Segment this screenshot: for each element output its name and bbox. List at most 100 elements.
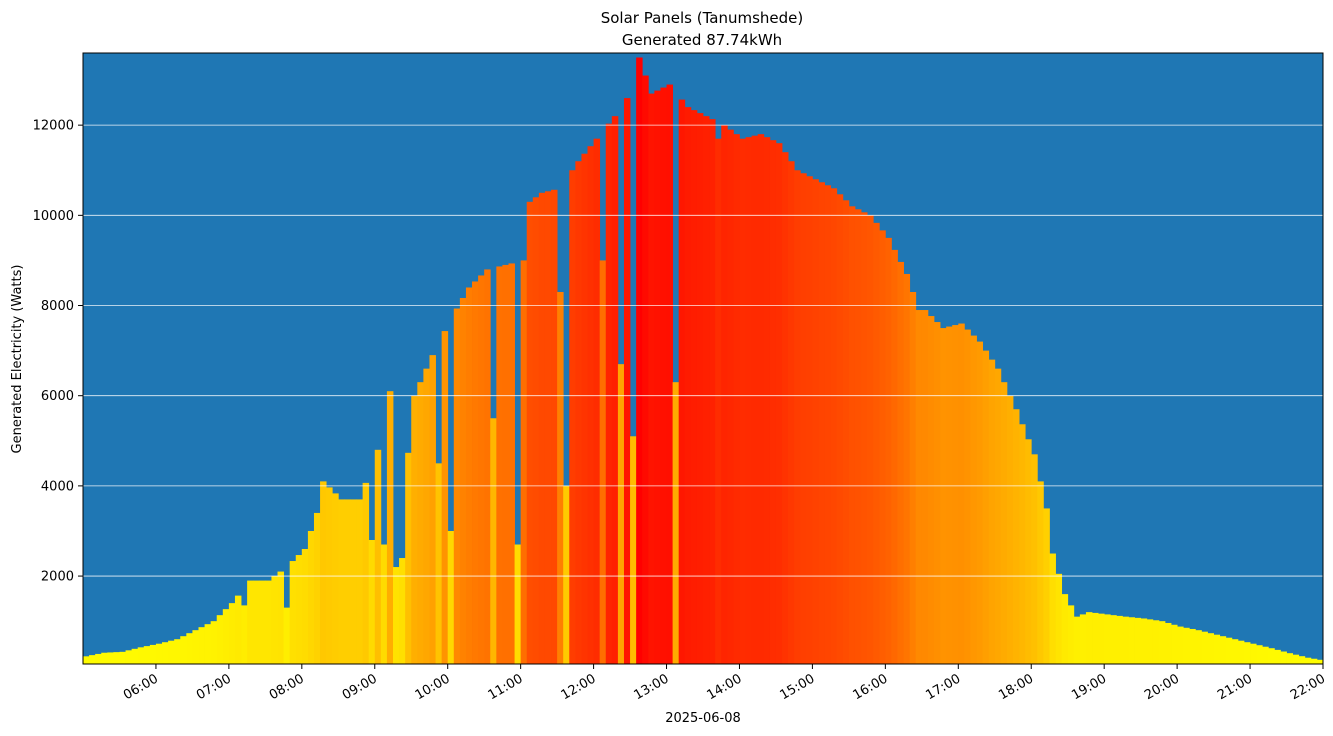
chart-subtitle: Generated 87.74kWh [622,31,782,49]
generation-bar [782,152,789,664]
generation-bar [988,359,996,664]
generation-bar [757,134,765,665]
generation-bar [338,499,345,664]
generation-bar [216,615,224,664]
generation-bar [842,200,850,665]
generation-bar [1219,636,1227,664]
generation-bar [660,87,667,664]
generation-bars [83,57,1324,665]
generation-bar [502,264,509,664]
generation-bar [1268,648,1275,664]
generation-bar [976,341,984,664]
generation-bar [933,322,941,664]
generation-bar [1079,614,1087,664]
generation-bar [234,595,242,664]
x-axis: 06:00 07:00 08:00 09:00 10:00 11:00 12:00 13:00… [121,664,1328,703]
x-tick-label: 13:00 [632,671,672,703]
generation-bar [927,316,935,664]
generation-bar [1183,627,1190,664]
generation-bar [751,135,759,665]
generation-bar [1122,616,1129,664]
generation-bar [405,452,412,664]
generation-bar [921,310,929,664]
generation-bar [1140,618,1148,664]
generation-bar [994,368,1002,664]
grid-lines [83,124,1323,577]
generation-bar [946,326,953,664]
generation-bar [393,567,400,664]
generation-bar [1025,439,1032,664]
generation-bar [861,212,868,664]
generation-bar [848,206,856,664]
generation-bar [508,263,515,664]
generation-bar [836,194,844,665]
generation-bar [344,499,351,664]
generation-bar [125,650,133,664]
generation-bar [1110,615,1117,664]
generation-bar [1164,622,1172,664]
generation-bar [538,192,546,665]
generation-bar [1256,645,1263,664]
generation-bar [1304,657,1312,664]
generation-bar [1310,658,1318,664]
generation-bar [605,123,613,664]
generation-bar [1243,642,1251,664]
generation-bar [696,113,704,665]
generation-bar [332,493,339,664]
generation-bar [307,530,315,664]
generation-bar [429,355,436,664]
generation-bar [1237,640,1245,664]
generation-bar [107,652,114,664]
generation-bar [1031,454,1038,664]
x-tick-label: 10:00 [413,671,453,703]
generation-bar [380,544,388,664]
generation-bar [1280,651,1287,664]
generation-bar [1061,594,1069,664]
generation-bar [350,499,357,664]
generation-bar [630,436,637,664]
generation-bar [1116,615,1123,664]
generation-bar [295,555,303,664]
generation-bar [1067,605,1075,664]
generation-bar [1225,637,1233,664]
generation-bar [277,571,284,664]
y-tick-label: 8000 [41,299,74,314]
generation-bar [435,463,443,664]
generation-bar [162,642,169,664]
generation-bar [812,179,819,664]
generation-bar [551,189,558,664]
generation-bar [891,249,898,664]
generation-bar [1201,631,1208,664]
generation-bar [557,291,564,664]
generation-bar [611,116,619,664]
generation-bar [1049,553,1056,664]
generation-bar [1207,633,1214,664]
x-tick-label: 17:00 [923,671,963,703]
x-tick-label: 08:00 [267,671,307,703]
generation-bar [1250,643,1257,664]
generation-bar [265,580,272,664]
x-tick-label: 20:00 [1142,671,1182,703]
generation-bar [544,191,552,664]
generation-bar [824,185,832,664]
generation-bar [599,260,607,664]
generation-bar [1104,614,1111,664]
y-tick-label: 10000 [33,209,74,224]
generation-bar [727,129,734,664]
generation-bar [623,98,631,665]
generation-bar [289,561,297,664]
generation-bar [964,329,971,664]
generation-bar [210,621,218,664]
generation-bar [666,84,674,664]
generation-bar [587,146,594,664]
x-tick-label: 06:00 [121,671,161,703]
generation-bar [1006,395,1014,664]
generation-bar [228,603,236,664]
generation-bar [1298,656,1306,664]
generation-bar [648,93,655,664]
generation-bar [253,580,260,664]
generation-bar [1262,646,1269,664]
generation-bar [417,382,424,664]
generation-bar [885,237,892,664]
